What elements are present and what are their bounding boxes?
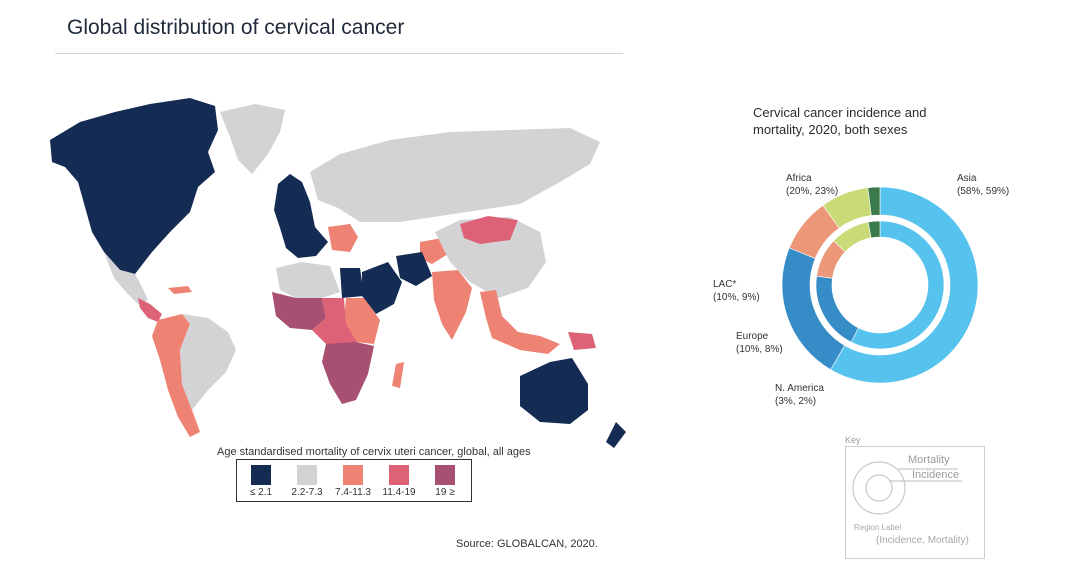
legend-label: 19 ≥ [435,487,455,498]
region-russia[interactable] [310,128,600,222]
legend-swatch [343,465,363,485]
region-china[interactable] [435,217,546,298]
legend-item: 7.4-11.3 [330,465,376,498]
region-india[interactable] [432,270,472,340]
donut-label-africa: Africa (20%, 23%) [786,172,838,198]
source-note: Source: GLOBALCAN, 2020. [456,538,598,550]
incidence-ring [815,220,945,350]
region-caribbean[interactable] [168,286,192,294]
region-values: (10%, 9%) [713,292,760,303]
key-box: Mortality Incidence Region Label (Incide… [845,446,985,559]
legend-item: ≤ 2.1 [238,465,284,498]
region-greenland[interactable] [220,104,285,174]
mortality-slice-asia [830,186,979,384]
region-values: (3%, 2%) [775,396,817,407]
legend-label: ≤ 2.1 [249,487,273,498]
donut-label-asia: Asia (58%, 59%) [957,172,1009,198]
region-madagascar[interactable] [392,362,404,388]
region-central-america[interactable] [138,298,162,322]
region-east-africa[interactable] [344,298,380,344]
key-values-label: (Incidence, Mortality) [876,535,969,546]
legend-label: 2.2-7.3 [291,487,323,498]
region-southern-africa[interactable] [322,342,374,404]
donut-label-europe: Europe (10%, 8%) [736,330,783,356]
legend-swatch [435,465,455,485]
donut-label-lac: LAC* (10%, 9%) [713,278,760,304]
legend-item: 11.4-19 [376,465,422,498]
mortality-slice-n-america [867,186,881,216]
region-papua-new-guinea[interactable] [568,332,596,350]
page-title: Global distribution of cervical cancer [67,16,405,39]
key-diagram: Mortality Incidence Region Label (Incide… [852,454,969,546]
region-south-america[interactable] [152,314,200,437]
legend-swatch [251,465,271,485]
legend-label: 7.4-11.3 [335,487,371,498]
key-caption: Key [845,435,861,445]
title-divider [55,53,623,54]
region-australia[interactable] [520,358,588,424]
legend-swatch [297,465,317,485]
region-name: Asia [957,173,977,184]
region-brazil[interactable] [180,314,236,410]
incidence-slice-asia [850,220,945,350]
region-values: (10%, 8%) [736,344,783,355]
mortality-ring [781,186,979,384]
region-central-asia[interactable] [420,238,448,264]
donut-label-n-america: N. America (3%, 2%) [775,382,824,408]
donut-title-line: mortality, 2020, both sexes [753,122,908,137]
key-incidence-label: Incidence [912,469,959,481]
donut-chart-title: Cervical cancer incidence and mortality,… [753,104,926,138]
donut-title-line: Cervical cancer incidence and [753,105,927,120]
region-name: Africa [786,173,812,184]
key-outer-ring [852,461,906,515]
incidence-slice-n-america [867,220,881,239]
legend-title: Age standardised mortality of cervix ute… [217,446,531,458]
region-north-america[interactable] [50,98,218,274]
region-central-africa[interactable] [312,298,358,354]
legend-label: 11.4-19 [382,487,416,498]
region-name: N. America [775,383,824,394]
key-mortality-label: Mortality [908,454,950,466]
region-southeast-asia[interactable] [480,290,560,354]
world-map [50,98,626,448]
legend-item: 2.2-7.3 [284,465,330,498]
region-mexico[interactable] [104,252,148,304]
region-mongolia[interactable] [460,216,518,244]
region-western-europe[interactable] [274,174,328,258]
donut-chart [781,186,979,384]
key-inner-ring [865,474,893,502]
region-values: (58%, 59%) [957,186,1010,197]
region-west-africa[interactable] [272,292,326,330]
region-egypt[interactable] [340,268,364,298]
map-legend: ≤ 2.1 2.2-7.3 7.4-11.3 11.4-19 19 ≥ [236,459,472,502]
region-new-zealand[interactable] [606,422,626,448]
region-name: LAC* [713,279,737,290]
region-north-africa[interactable] [276,262,340,298]
region-values: (20%, 23%) [786,186,839,197]
region-middle-east[interactable] [362,262,402,314]
region-iran[interactable] [396,252,432,286]
key-region-label: Region Label [854,523,901,532]
region-eastern-europe[interactable] [328,224,358,252]
legend-item: 19 ≥ [422,465,468,498]
region-name: Europe [736,331,769,342]
legend-swatch [389,465,409,485]
